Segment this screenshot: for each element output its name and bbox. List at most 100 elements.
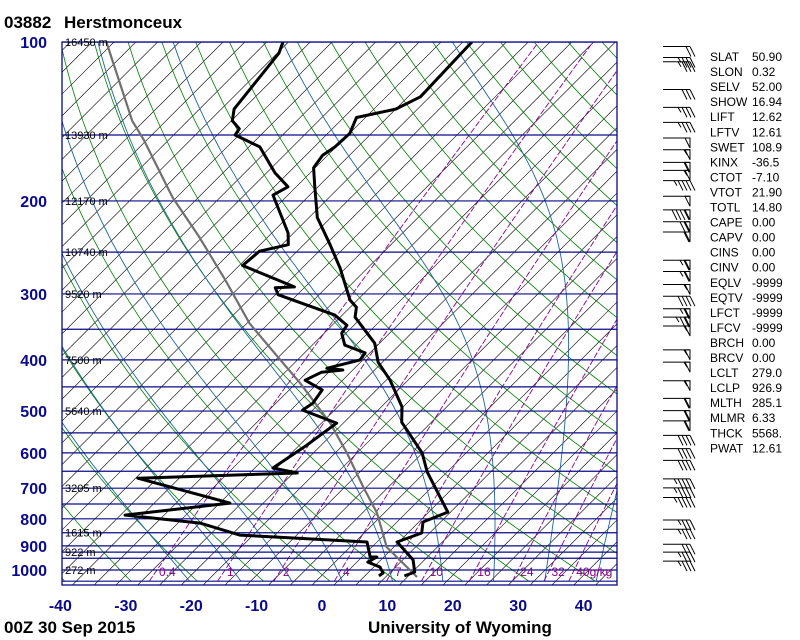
barb-half-feather xyxy=(677,519,682,526)
barb-pennant xyxy=(684,325,691,337)
isotherm-line xyxy=(62,42,224,204)
plot-frame xyxy=(61,41,618,586)
barb-feather xyxy=(677,180,684,191)
wind-barb-icon xyxy=(663,397,691,409)
moist-adiabat-line xyxy=(62,421,190,582)
wind-barb-icon xyxy=(663,106,696,118)
barb-feather xyxy=(677,478,684,490)
barb-feather xyxy=(689,122,696,133)
mixing-ratio-line xyxy=(568,482,617,582)
barb-pennant xyxy=(684,361,691,373)
barb-half-feather xyxy=(683,361,688,368)
isotherm-line xyxy=(399,366,617,585)
wind-barb-icon xyxy=(663,169,691,181)
barb-feather xyxy=(689,497,696,508)
barb-feather xyxy=(689,478,696,490)
mixing-ratio-line xyxy=(333,139,617,582)
wind-barb-icon xyxy=(663,88,696,100)
barb-feather xyxy=(681,448,688,459)
barb-feather xyxy=(689,544,696,555)
barb-pennant xyxy=(684,161,691,173)
barb-feather xyxy=(685,487,692,499)
moist-adiabat-line xyxy=(62,252,293,582)
index-value: 0.00 xyxy=(752,216,776,230)
height-label: 7500 m xyxy=(65,355,102,367)
barb-feather xyxy=(689,107,696,118)
height-label: 922 m xyxy=(65,547,96,559)
barb-half-feather xyxy=(677,528,682,535)
barb-feather xyxy=(689,448,696,459)
barb-pennant xyxy=(684,270,691,282)
barb-feather xyxy=(681,497,688,508)
wind-barb-icon xyxy=(663,121,696,133)
wind-barb-icon xyxy=(663,528,696,540)
barb-feather xyxy=(681,89,688,100)
barb-half-feather xyxy=(679,259,684,266)
dry-adiabat-line xyxy=(127,42,596,582)
barb-feather xyxy=(683,420,690,432)
barb-half-feather xyxy=(677,61,682,68)
barb-feather xyxy=(685,122,692,133)
barb-half-feather xyxy=(683,349,688,356)
isotherm-line xyxy=(62,42,267,248)
wind-barb-icon xyxy=(663,231,691,243)
barb-half-feather xyxy=(677,560,682,567)
isotherm-line xyxy=(333,301,617,585)
dry-adiabat-line xyxy=(330,42,617,357)
barb-half-feather xyxy=(677,107,682,113)
barb-pennant xyxy=(684,221,691,232)
mixing-ratio-label: 7 xyxy=(395,565,402,579)
wind-barb-icon xyxy=(663,325,691,337)
barb-half-feather xyxy=(683,380,688,386)
index-key: CINS xyxy=(710,246,739,260)
barb-half-feather xyxy=(675,316,680,323)
barb-pennant xyxy=(684,284,691,295)
moist-adiabat-line xyxy=(282,42,496,582)
isotherm-line xyxy=(62,42,398,378)
barb-feather xyxy=(689,435,696,446)
barb-feather xyxy=(671,209,678,221)
wind-barb-icon xyxy=(663,551,696,563)
dry-adiabat-line xyxy=(296,42,617,395)
pressure-tick-label: 900 xyxy=(20,539,47,556)
barb-half-feather xyxy=(673,497,678,503)
height-label: 3205 m xyxy=(65,483,102,495)
index-key: THCK xyxy=(710,426,743,440)
barb-feather xyxy=(689,560,696,572)
isotherm-line xyxy=(62,42,464,444)
dry-adiabat-line xyxy=(62,503,132,582)
barb-feather xyxy=(685,497,692,508)
index-value: 12.61 xyxy=(752,441,782,455)
barb-feather xyxy=(689,551,696,563)
wind-barb-icon xyxy=(663,478,696,490)
isotherm-line xyxy=(62,42,594,575)
index-value: 0.00 xyxy=(752,261,776,275)
barb-pennant xyxy=(684,410,691,421)
dry-adiabat-line xyxy=(364,42,617,319)
wind-barb-icon xyxy=(663,410,691,421)
isotherm-line xyxy=(62,42,289,269)
barb-feather xyxy=(685,46,692,57)
index-key: LFTV xyxy=(710,125,739,139)
temperature-tick-label: -40 xyxy=(49,598,72,615)
isotherm-line xyxy=(246,214,617,585)
mixing-ratio-label: 24 xyxy=(520,565,534,579)
barb-pennant xyxy=(684,149,691,160)
isotherm-line xyxy=(62,42,202,182)
isotherm-line xyxy=(311,279,617,585)
index-key: SWET xyxy=(710,140,745,154)
index-value: 108.9 xyxy=(752,140,782,154)
mixing-ratio-label: 40g/kg xyxy=(576,565,612,579)
isotherm-line xyxy=(62,42,376,357)
dry-adiabat-line xyxy=(466,42,617,206)
wind-barb-icon xyxy=(663,195,691,207)
wind-barb-icon xyxy=(663,284,691,295)
temperature-tick-label: 30 xyxy=(509,598,527,615)
temperature-tick-label: 10 xyxy=(379,598,397,615)
index-value: 50.90 xyxy=(752,50,782,64)
barb-pennant xyxy=(684,380,691,391)
barb-half-feather xyxy=(677,551,682,558)
dry-adiabat-line xyxy=(62,426,198,582)
